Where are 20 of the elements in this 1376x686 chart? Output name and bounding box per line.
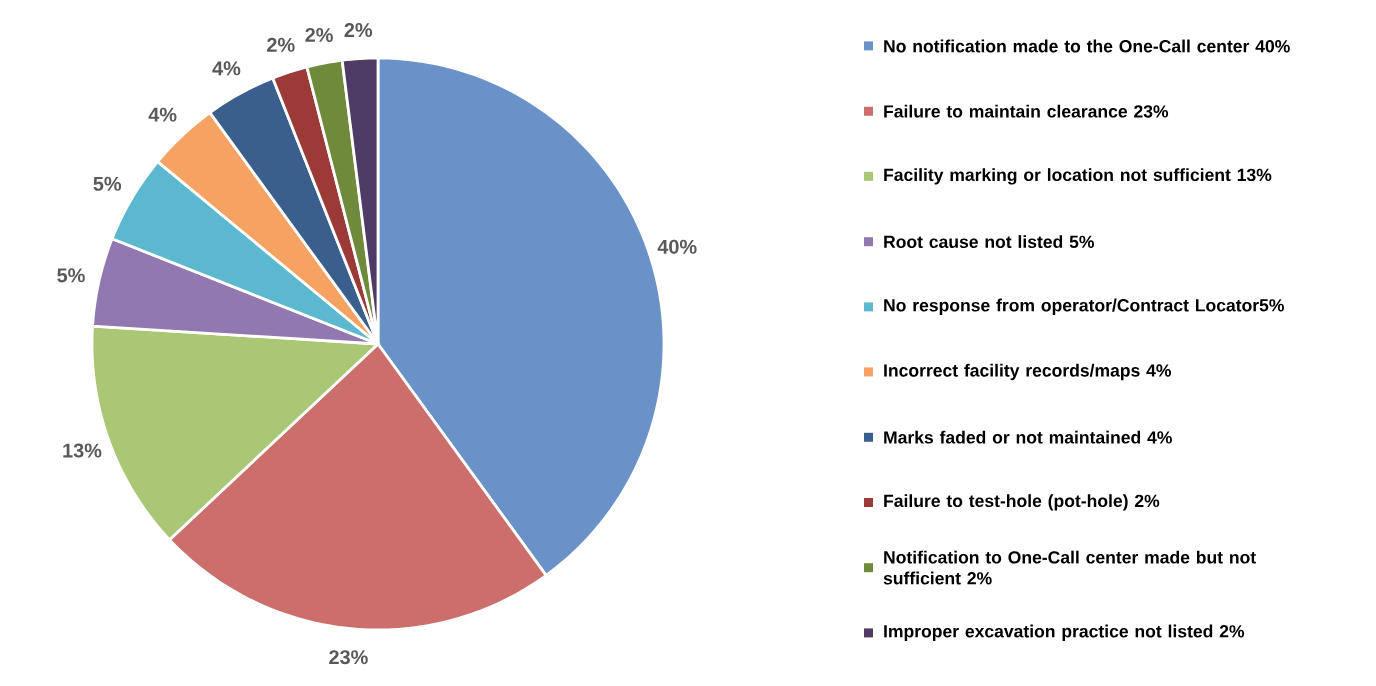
data-label: 2% — [267, 37, 295, 52]
data-label: 2% — [305, 27, 333, 42]
legend-label: Notification to One-Call center made but not sufficient 2% — [883, 550, 1256, 585]
data-label: 40% — [657, 239, 697, 254]
legend-label: Root cause not listed 5% — [884, 235, 1094, 249]
data-label: 5% — [57, 268, 85, 283]
data-label: 23% — [329, 650, 368, 665]
data-label: 4% — [148, 107, 177, 122]
data-label: 5% — [93, 176, 122, 191]
legend-label: Marks faded or not maintained 4% — [884, 430, 1172, 444]
legend-label: Improper excavation practice not listed 2% — [884, 624, 1245, 641]
legend-label: Incorrect facility records/maps 4% — [884, 363, 1172, 381]
legend-label: No response from operator/Contract Locator5% — [884, 298, 1284, 315]
legend-label: Facility marking or location not sufficient 13% — [884, 168, 1272, 185]
legend-label: Failure to maintain clearance 23% — [884, 104, 1169, 118]
data-label: 13% — [63, 443, 102, 458]
data-label: 2% — [344, 22, 373, 38]
data-label: 4% — [212, 61, 241, 76]
legend-label: Failure to test-hole (pot-hole) 2% — [884, 494, 1160, 511]
legend-label: No notification made to the One-Call center 40% — [884, 39, 1290, 53]
